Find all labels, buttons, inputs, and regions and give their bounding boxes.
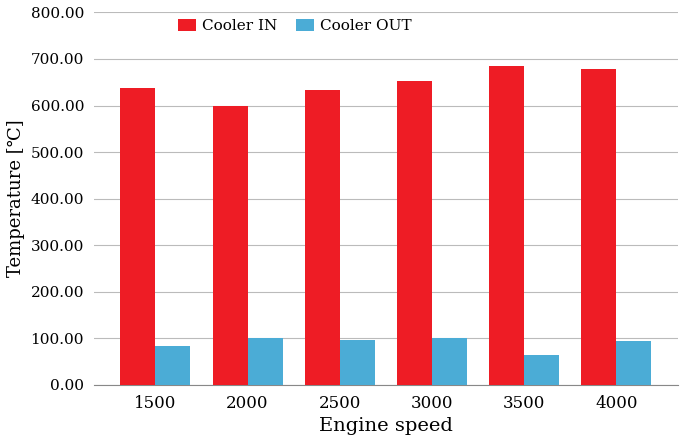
Bar (582, 69, 616, 385)
Bar (155, 346, 190, 385)
Bar (305, 90, 340, 385)
Bar (524, 354, 559, 385)
Bar (432, 338, 467, 385)
Bar (340, 339, 375, 385)
Bar (616, 342, 651, 385)
Legend: Cooler IN, Cooler OUT: Cooler IN, Cooler OUT (171, 13, 418, 39)
X-axis label: Engine speed: Engine speed (319, 417, 453, 435)
Bar (489, 66, 524, 385)
Y-axis label: Temperature [℃]: Temperature [℃] (7, 120, 25, 278)
Bar (397, 81, 432, 385)
Bar (247, 338, 283, 385)
Bar (121, 88, 155, 385)
Bar (212, 106, 247, 385)
